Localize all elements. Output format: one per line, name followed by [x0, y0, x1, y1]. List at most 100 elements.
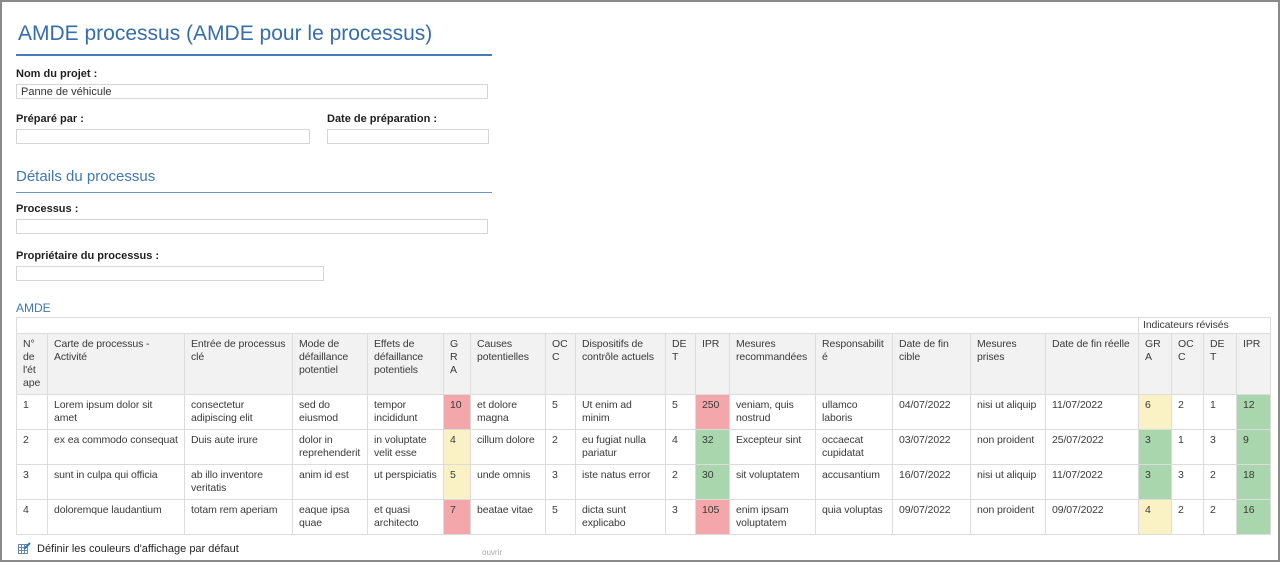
table-cell[interactable]: totam rem aperiam [184, 499, 293, 535]
table-cell[interactable]: 1 [16, 394, 48, 430]
column-header-10: IPR [695, 333, 730, 395]
table-cell[interactable]: 3 [545, 464, 576, 500]
table-cell[interactable]: ab illo inventore veritatis [184, 464, 293, 500]
table-cell[interactable]: 105 [695, 499, 730, 535]
column-header-15: Date de fin réelle [1045, 333, 1139, 395]
table-cell[interactable]: enim ipsam voluptatem [729, 499, 816, 535]
table-cell[interactable]: 3 [16, 464, 48, 500]
table-cell[interactable]: et dolore magna [470, 394, 546, 430]
table-cell[interactable]: accusantium [815, 464, 893, 500]
table-cell[interactable]: 16/07/2022 [892, 464, 971, 500]
table-cell[interactable]: 32 [695, 429, 730, 465]
table-cell[interactable]: cillum dolore [470, 429, 546, 465]
table-cell[interactable]: 18 [1235, 464, 1272, 500]
table-cell[interactable]: nisi ut aliquip [970, 464, 1046, 500]
process-details-heading: Détails du processus [16, 168, 156, 185]
column-header-0: N° de l'étape [16, 333, 48, 395]
table-cell[interactable]: non proident [970, 429, 1046, 465]
table-cell[interactable]: 7 [443, 499, 471, 535]
table-cell[interactable]: tempor incididunt [367, 394, 444, 430]
open-link[interactable]: ouvrir [482, 548, 503, 557]
table-cell[interactable]: doloremque laudantium [47, 499, 185, 535]
table-cell[interactable]: 4 [443, 429, 471, 465]
table-cell[interactable]: 2 [1203, 464, 1237, 500]
set-default-colors-button[interactable]: Définir les couleurs d'affichage par déf… [18, 542, 239, 555]
table-cell[interactable]: quia voluptas [815, 499, 893, 535]
table-cell[interactable]: 11/07/2022 [1045, 464, 1139, 500]
table-cell[interactable]: 9 [1235, 429, 1272, 465]
prepared-by-input[interactable] [16, 129, 310, 144]
table-cell[interactable]: 04/07/2022 [892, 394, 971, 430]
table-cell[interactable]: 3 [1203, 429, 1237, 465]
table-cell[interactable]: iste natus error [575, 464, 666, 500]
table-cell[interactable]: eu fugiat nulla pariatur [575, 429, 666, 465]
preparation-date-label: Date de préparation : [327, 113, 438, 125]
table-cell[interactable]: 6 [1138, 394, 1172, 430]
table-cell[interactable]: 4 [665, 429, 696, 465]
table-cell[interactable]: sit voluptatem [729, 464, 816, 500]
table-cell[interactable]: Duis aute irure [184, 429, 293, 465]
amde-table: Indicateurs révisés N° de l'étape Carte de… [16, 317, 1272, 535]
project-name-input[interactable] [16, 84, 488, 99]
table-cell[interactable]: 3 [665, 499, 696, 535]
table-cell[interactable]: 09/07/2022 [1045, 499, 1139, 535]
table-cell[interactable]: ex ea commodo consequat [47, 429, 185, 465]
table-cell[interactable]: 5 [665, 394, 696, 430]
table-cell[interactable]: 1 [1203, 394, 1237, 430]
table-cell[interactable]: sed do eiusmod [292, 394, 368, 430]
table-cell[interactable]: occaecat cupidatat [815, 429, 893, 465]
table-cell[interactable]: 2 [665, 464, 696, 500]
table-cell[interactable]: anim id est [292, 464, 368, 500]
table-cell[interactable]: nisi ut aliquip [970, 394, 1046, 430]
table-cell[interactable]: 11/07/2022 [1045, 394, 1139, 430]
process-owner-input[interactable] [16, 266, 324, 281]
table-cell[interactable]: dicta sunt explicabo [575, 499, 666, 535]
table-cell[interactable]: 03/07/2022 [892, 429, 971, 465]
table-cell[interactable]: 3 [1138, 464, 1172, 500]
amde-section-label: AMDE [16, 301, 51, 315]
table-cell[interactable]: Excepteur sint [729, 429, 816, 465]
preparation-date-input[interactable] [327, 129, 489, 144]
column-header-13: Date de fin cible [892, 333, 971, 395]
table-cell[interactable]: 5 [545, 499, 576, 535]
column-header-7: OCC [545, 333, 576, 395]
table-cell[interactable]: eaque ipsa quae [292, 499, 368, 535]
table-cell[interactable]: et quasi architecto [367, 499, 444, 535]
table-cell[interactable]: 250 [695, 394, 730, 430]
table-cell[interactable]: in voluptate velit esse [367, 429, 444, 465]
process-input[interactable] [16, 219, 488, 234]
table-cell[interactable]: ut perspiciatis [367, 464, 444, 500]
table-cell[interactable]: dolor in reprehenderit [292, 429, 368, 465]
table-row-4: 4 doloremque laudantium totam rem aperiam e… [16, 499, 1272, 535]
column-header-12: Responsabilité [815, 333, 893, 395]
table-cell[interactable]: 10 [443, 394, 471, 430]
table-cell[interactable]: 30 [695, 464, 730, 500]
table-cell[interactable]: 4 [16, 499, 48, 535]
table-cell[interactable]: ullamco laboris [815, 394, 893, 430]
table-cell[interactable]: 2 [1171, 499, 1204, 535]
table-cell[interactable]: 1 [1171, 429, 1204, 465]
table-cell[interactable]: 12 [1235, 394, 1272, 430]
table-cell[interactable]: 25/07/2022 [1045, 429, 1139, 465]
table-cell[interactable]: unde omnis [470, 464, 546, 500]
column-header-8: Dispositifs de contrôle actuels [575, 333, 666, 395]
table-cell[interactable]: consectetur adipiscing elit [184, 394, 293, 430]
table-cell[interactable]: Ut enim ad minim [575, 394, 666, 430]
table-cell[interactable]: 3 [1171, 464, 1204, 500]
table-cell[interactable]: beatae vitae [470, 499, 546, 535]
table-cell[interactable]: 4 [1138, 499, 1172, 535]
table-cell[interactable]: 2 [1203, 499, 1237, 535]
table-cell[interactable]: non proident [970, 499, 1046, 535]
table-cell[interactable]: 2 [1171, 394, 1204, 430]
table-cell[interactable]: Lorem ipsum dolor sit amet [47, 394, 185, 430]
table-cell[interactable]: 2 [545, 429, 576, 465]
table-cell[interactable]: 5 [443, 464, 471, 500]
form-content: AMDE processus (AMDE pour le processus) … [2, 22, 1278, 535]
table-cell[interactable]: veniam, quis nostrud [729, 394, 816, 430]
table-cell[interactable]: 09/07/2022 [892, 499, 971, 535]
table-cell[interactable]: 3 [1138, 429, 1172, 465]
table-cell[interactable]: 2 [16, 429, 48, 465]
table-cell[interactable]: sunt in culpa qui officia [47, 464, 185, 500]
table-cell[interactable]: 5 [545, 394, 576, 430]
table-cell[interactable]: 16 [1235, 499, 1272, 535]
